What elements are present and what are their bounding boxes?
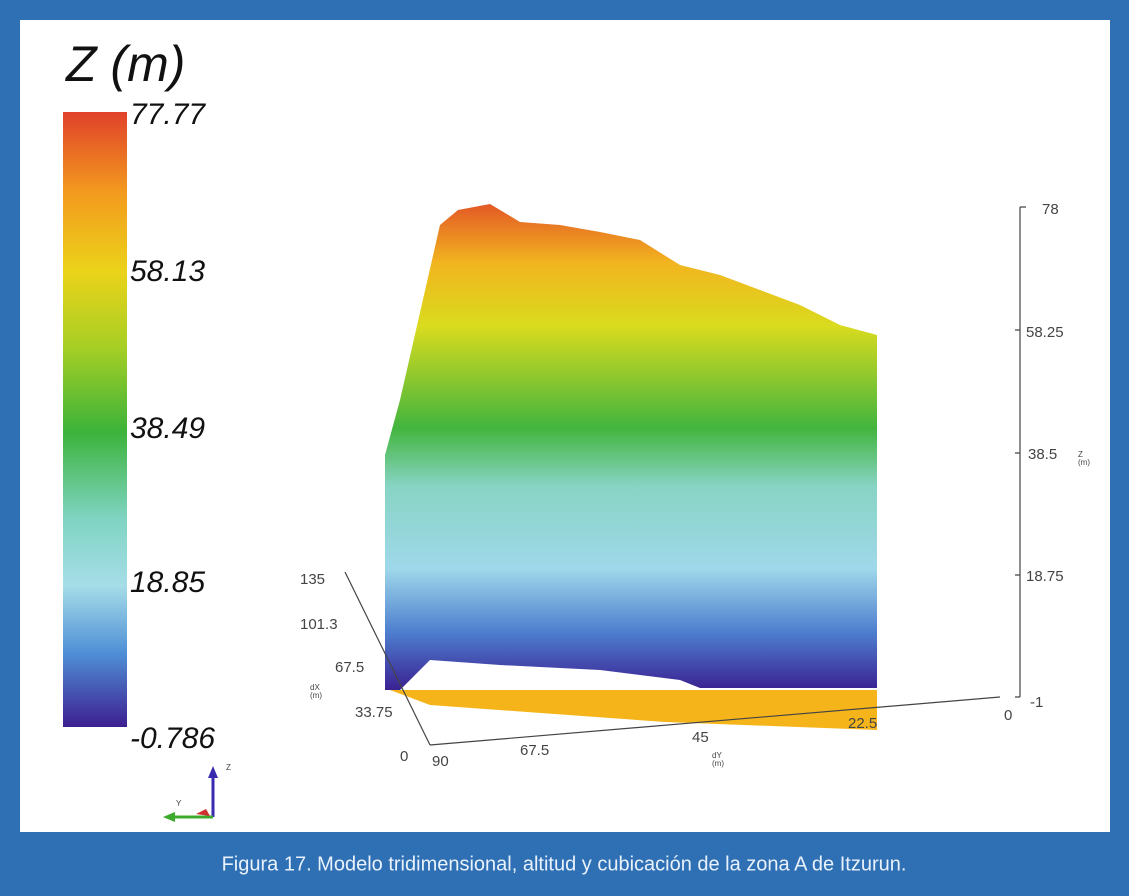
colorbar-label: -0.786 — [130, 722, 215, 755]
caption: Figura 17. Modelo tridimensional, altitu… — [222, 853, 907, 875]
y-tick-label: 90 — [432, 753, 449, 770]
z-tick-label: 58.25 — [1026, 324, 1064, 341]
z-tick-label: 78 — [1042, 201, 1059, 218]
colorbar-label: 18.85 — [130, 566, 205, 599]
x-tick-label: 67.5 — [335, 659, 364, 676]
y-tick-label: 67.5 — [520, 742, 549, 759]
x-tick-label: 101.3 — [300, 616, 338, 633]
colorbar-label: 77.77 — [130, 98, 206, 131]
colorbar-title: Z (m) — [65, 36, 185, 92]
figure: Z (m) 77.77 58.13 38.49 18.85 -0.786 78 … — [0, 0, 1129, 896]
y-tick-label: 22.5 — [848, 715, 877, 732]
x-tick-label: 33.75 — [355, 704, 393, 721]
x-tick-label: 0 — [400, 748, 408, 765]
colorbar-label: 58.13 — [130, 255, 205, 288]
x-tick-label: 135 — [300, 571, 325, 588]
y-tick-label: 0 — [1004, 707, 1012, 724]
z-tick-label: 38.5 — [1028, 446, 1057, 463]
y-tick-label: 45 — [692, 729, 709, 746]
z-tick-label: 18.75 — [1026, 568, 1064, 585]
colorbar-label: 38.49 — [130, 412, 205, 445]
colorbar — [63, 112, 127, 727]
z-tick-label: -1 — [1030, 694, 1043, 711]
triad-y-label: Y — [176, 799, 182, 808]
triad-z-label: Z — [226, 763, 231, 772]
